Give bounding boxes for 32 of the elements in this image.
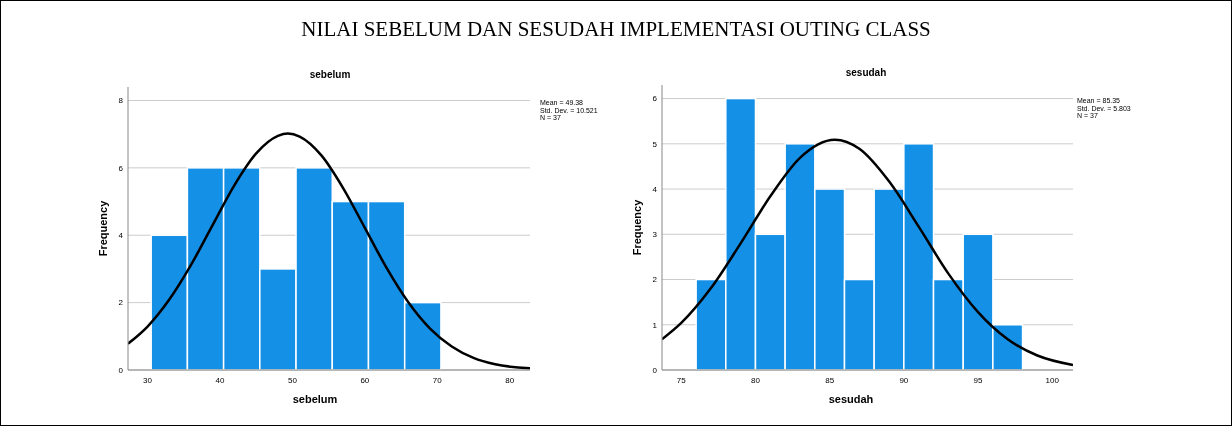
x-tick-label: 40 <box>215 376 225 385</box>
y-tick-label: 6 <box>118 163 124 173</box>
y-tick-label: 6 <box>652 94 658 104</box>
x-axis-title: sesudah <box>828 393 874 405</box>
x-tick-label: 80 <box>751 376 761 385</box>
y-axis-title: Frequency <box>97 199 109 257</box>
y-tick-label: 0 <box>652 365 658 375</box>
y-tick-label: 2 <box>118 298 124 308</box>
x-tick-label: 100 <box>1045 376 1060 385</box>
y-tick-label: 5 <box>652 139 658 149</box>
y-tick-label: 4 <box>652 184 658 194</box>
line-series <box>662 138 1073 367</box>
x-tick-label: 30 <box>143 376 153 385</box>
chart-title: sebelum <box>309 69 351 80</box>
x-tick-label: 80 <box>505 376 515 385</box>
x-axis-title: sebelum <box>292 393 338 405</box>
x-tick-label: 75 <box>676 376 687 385</box>
x-tick-label: 60 <box>360 376 370 385</box>
x-tick-label: 95 <box>973 376 984 385</box>
x-tick-label: 85 <box>825 376 835 385</box>
y-tick-label: 8 <box>118 96 124 106</box>
y-axis-title: Frequency <box>631 198 643 256</box>
x-tick-label: 70 <box>432 376 443 385</box>
y-tick-label: 0 <box>118 365 124 375</box>
y-tick-label: 4 <box>118 231 124 241</box>
text: NILAI SEBELUM DAN SESUDAH IMPLEMENTASI OUTING CLASS <box>301 17 931 41</box>
y-tick-label: 3 <box>652 230 658 240</box>
y-tick-label: 1 <box>652 320 658 330</box>
y-tick-label: 2 <box>652 275 658 285</box>
chart-title: sesudah <box>845 67 887 78</box>
x-tick-label: 90 <box>899 376 909 385</box>
x-tick-label: 50 <box>287 376 298 385</box>
